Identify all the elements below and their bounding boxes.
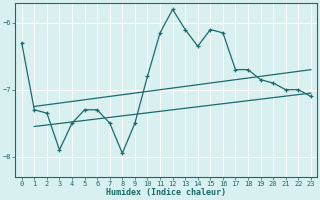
X-axis label: Humidex (Indice chaleur): Humidex (Indice chaleur) (106, 188, 226, 197)
